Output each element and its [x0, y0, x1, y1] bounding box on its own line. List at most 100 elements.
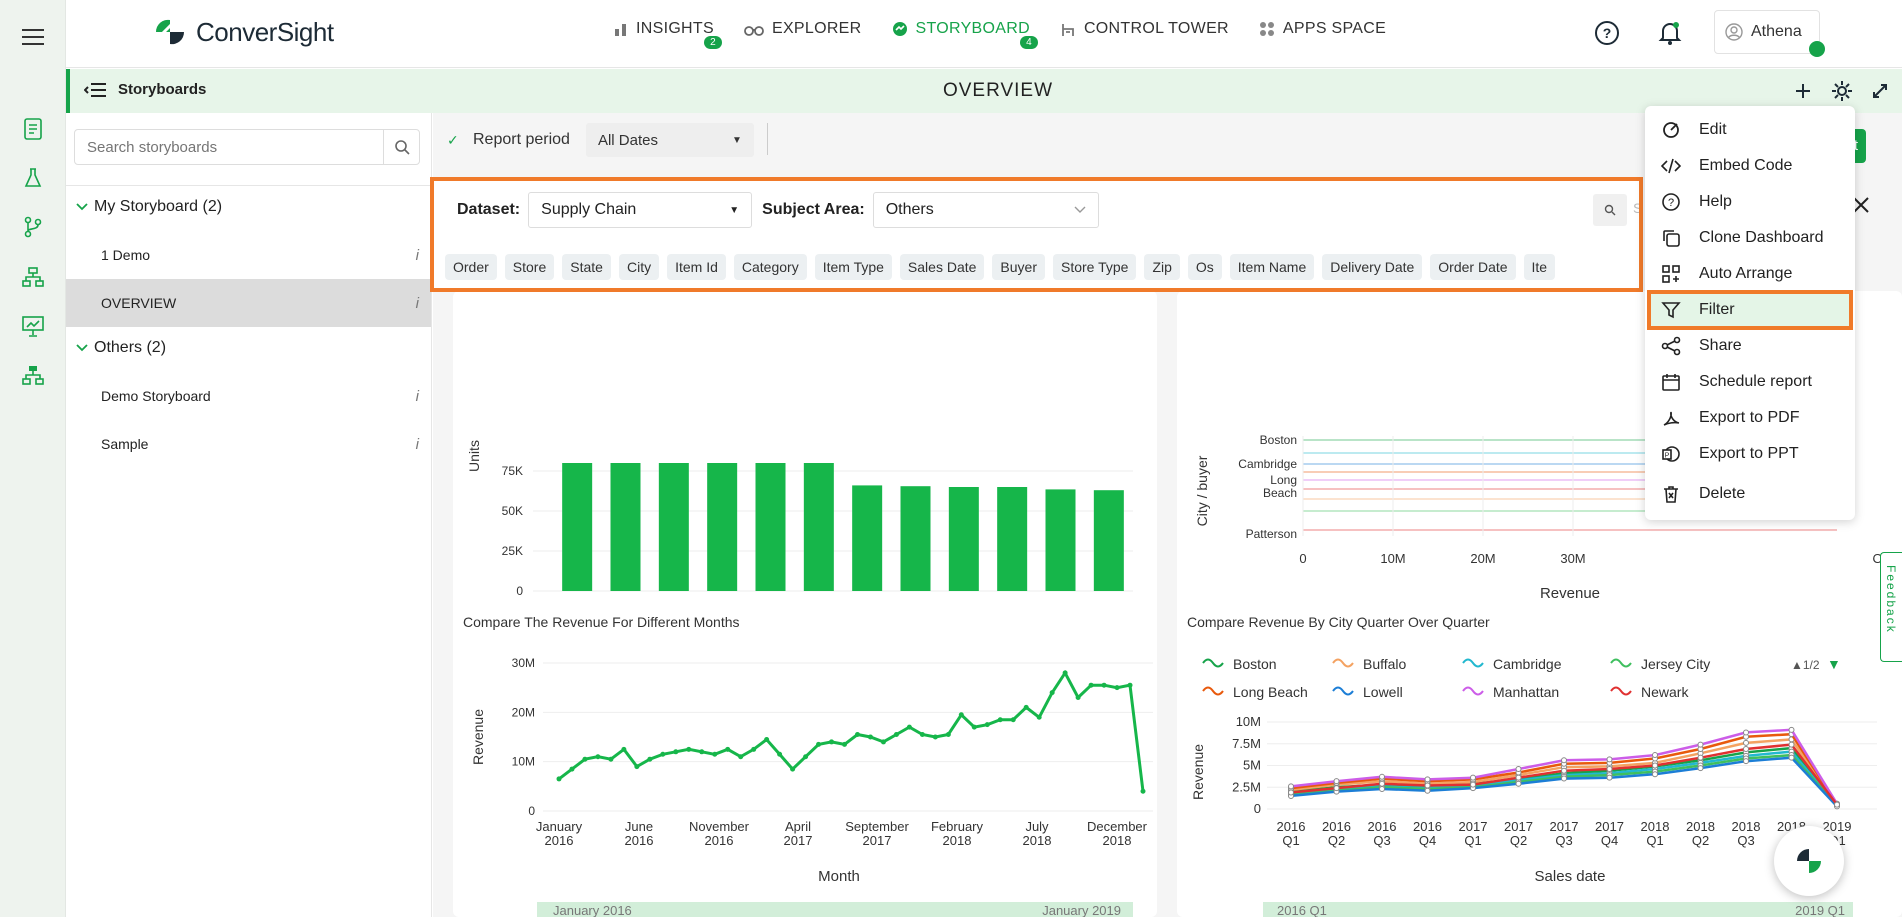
attribute-chip[interactable]: Category: [733, 254, 807, 280]
attribute-chip[interactable]: Order: [445, 254, 497, 280]
nav-explorer[interactable]: EXPLORER: [744, 20, 862, 38]
nav-apps-space[interactable]: APPS SPACE: [1259, 20, 1386, 38]
menu-item-auto-arrange[interactable]: Auto Arrange: [1645, 256, 1855, 292]
attribute-chip[interactable]: Sales Date: [899, 254, 985, 280]
subject-area-select[interactable]: Others: [872, 192, 1099, 228]
menu-item-clone-dashboard[interactable]: Clone Dashboard: [1645, 220, 1855, 256]
nav-storyboard[interactable]: STORYBOARD 4: [892, 20, 1038, 49]
grid-icon: [1662, 265, 1680, 283]
menu-item-delete[interactable]: Delete: [1645, 476, 1855, 512]
report-icon[interactable]: [20, 116, 46, 142]
data-point: [1333, 778, 1340, 785]
data-point: [1743, 745, 1749, 752]
data-point: [1379, 780, 1385, 787]
sidebar-item-label: 1 Demo: [101, 247, 151, 263]
data-point: [1023, 704, 1029, 710]
sidebar-item-sample[interactable]: Sample i: [66, 420, 431, 468]
clone-icon: [1663, 230, 1680, 247]
x-tick-label: Q3: [1555, 833, 1572, 848]
presentation-icon[interactable]: [20, 313, 46, 339]
data-point: [854, 732, 860, 738]
data-point: [945, 732, 951, 738]
menu-item-export-to-pdf[interactable]: Export to PDF: [1645, 400, 1855, 436]
data-point: [1606, 774, 1613, 781]
y-axis-label: Revenue: [470, 709, 486, 765]
info-icon[interactable]: i: [415, 435, 419, 453]
branch-icon[interactable]: [20, 214, 46, 240]
assistant-fab[interactable]: [1774, 826, 1844, 896]
attribute-chip[interactable]: Item Type: [814, 254, 892, 280]
bar: [852, 485, 883, 591]
search-button[interactable]: [383, 130, 419, 164]
menu-item-schedule-report[interactable]: Schedule report: [1645, 364, 1855, 400]
storyboards-toggle[interactable]: Storyboards: [84, 81, 206, 98]
edit-icon: [1663, 122, 1679, 138]
x-tick-label: Q2: [1510, 833, 1527, 848]
attribute-chip[interactable]: Zip: [1144, 254, 1180, 280]
hamburger-menu-icon[interactable]: [20, 24, 46, 50]
menu-item-share[interactable]: Share: [1645, 328, 1855, 364]
attribute-chip[interactable]: City: [618, 254, 660, 280]
sidebar-item-1-demo[interactable]: 1 Demo i: [66, 231, 431, 279]
group-my-storyboard[interactable]: My Storyboard (2): [76, 198, 222, 216]
filter-icon: [1661, 302, 1681, 319]
menu-item-label: Export to PPT: [1699, 445, 1799, 462]
dataset-select[interactable]: Supply Chain ▼: [528, 192, 753, 228]
menu-item-embed-code[interactable]: Embed Code: [1645, 148, 1855, 184]
storyboard-icon: [892, 22, 907, 36]
x-tick-label: 2016: [545, 833, 574, 848]
attribute-chip[interactable]: State: [562, 254, 611, 280]
filter-search-button[interactable]: [1593, 194, 1627, 226]
attribute-chip[interactable]: Delivery Date: [1322, 254, 1423, 280]
report-period-select[interactable]: All Dates ▼: [585, 123, 754, 157]
nav-insights-badge: 2: [704, 36, 722, 49]
feedback-tab[interactable]: Feedback: [1880, 552, 1902, 662]
binoculars-icon: [744, 26, 764, 36]
sidebar-item-overview[interactable]: OVERVIEW i: [66, 279, 431, 327]
conversight-logo[interactable]: ConverSight: [150, 14, 334, 50]
sidebar-item-demo-storyboard[interactable]: Demo Storyboard i: [66, 372, 431, 420]
attribute-chip[interactable]: Os: [1187, 254, 1222, 280]
gear-icon[interactable]: [1830, 79, 1854, 103]
menu-item-filter[interactable]: Filter: [1647, 290, 1853, 330]
logo-text: ConverSight: [196, 16, 334, 47]
legend-label: Long Beach: [1233, 684, 1308, 700]
hierarchy-icon[interactable]: [20, 264, 46, 290]
bell-icon[interactable]: [1658, 20, 1682, 51]
expand-icon[interactable]: [1872, 83, 1888, 99]
storyboards-sidebar: My Storyboard (2) 1 Demo i OVERVIEW i Ot…: [66, 113, 432, 917]
add-icon[interactable]: [1794, 82, 1812, 100]
menu-item-export-to-ppt[interactable]: P Export to PPT: [1645, 436, 1855, 472]
menu-item-edit[interactable]: Edit: [1645, 112, 1855, 148]
help-icon[interactable]: ?: [1594, 20, 1620, 51]
attribute-chip[interactable]: Store Type: [1052, 254, 1137, 280]
attribute-chip[interactable]: Item Id: [667, 254, 726, 280]
nav-insights[interactable]: INSIGHTS 2: [614, 20, 722, 49]
nav-control-tower[interactable]: CONTROL TOWER: [1060, 20, 1229, 38]
flask-icon[interactable]: [20, 165, 46, 191]
close-icon[interactable]: [1852, 196, 1870, 219]
attribute-chip[interactable]: Ite: [1523, 254, 1556, 280]
check-icon[interactable]: ✓: [447, 132, 459, 148]
data-point: [1561, 757, 1567, 764]
data-point: [1788, 726, 1795, 733]
legend-swatch: [1332, 686, 1354, 696]
info-icon[interactable]: i: [415, 387, 419, 405]
attribute-chip[interactable]: Item Name: [1229, 254, 1315, 280]
sitemap-icon[interactable]: [20, 362, 46, 388]
attribute-chip[interactable]: Buyer: [992, 254, 1045, 280]
user-menu[interactable]: Athena: [1714, 10, 1825, 57]
legend-page: ▲1/2: [1791, 658, 1820, 672]
attribute-chip[interactable]: Store: [504, 254, 555, 280]
menu-item-help[interactable]: ? Help: [1645, 184, 1855, 220]
dataset-label: Dataset:: [457, 201, 521, 218]
group-others[interactable]: Others (2): [76, 339, 166, 357]
range-start-label: January 2016: [553, 903, 632, 917]
attribute-chip[interactable]: Order Date: [1430, 254, 1516, 280]
info-icon[interactable]: i: [415, 294, 419, 312]
info-icon[interactable]: i: [415, 246, 419, 264]
search-input[interactable]: [75, 130, 383, 164]
subject-area-label: Subject Area:: [762, 201, 865, 218]
data-point: [1101, 682, 1107, 688]
x-axis-label: Month: [818, 868, 860, 885]
